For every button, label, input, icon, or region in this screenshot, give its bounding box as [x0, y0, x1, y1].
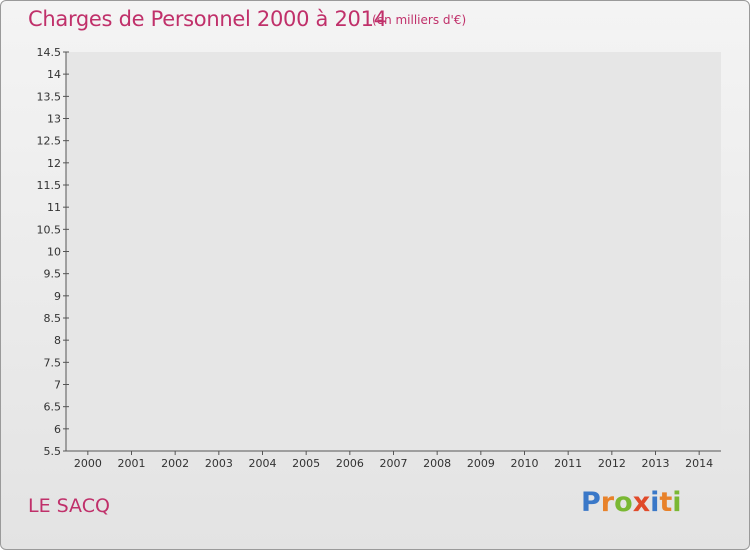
y-tick-label: 8.5	[44, 312, 62, 325]
logo-letter: i	[650, 487, 660, 518]
y-tick-label: 8	[54, 334, 61, 347]
y-tick-label: 6	[54, 423, 61, 436]
x-tick-label: 2005	[292, 457, 320, 470]
logo-letter: t	[659, 487, 673, 518]
y-tick-label: 12	[47, 157, 61, 170]
y-tick-label: 7	[54, 379, 61, 392]
x-tick-label: 2001	[118, 457, 146, 470]
y-tick-label: 13	[47, 113, 61, 126]
logo-letter: o	[614, 487, 633, 518]
logo-letter: x	[632, 487, 651, 518]
y-tick-label: 10.5	[37, 223, 62, 236]
y-tick-label: 11.5	[37, 179, 62, 192]
x-tick-label: 2009	[467, 457, 495, 470]
y-tick-label: 13.5	[37, 90, 62, 103]
y-tick-label: 14.5	[37, 46, 62, 59]
x-tick-label: 2012	[598, 457, 626, 470]
chart-title: Charges de Personnel 2000 à 2014	[28, 7, 387, 31]
x-tick-label: 2002	[161, 457, 189, 470]
logo-letter: P	[581, 487, 601, 518]
y-tick-label: 6.5	[44, 401, 62, 414]
y-tick-label: 11	[47, 201, 61, 214]
y-tick-label: 5.5	[44, 445, 62, 458]
x-tick-label: 2011	[554, 457, 582, 470]
x-tick-label: 2004	[249, 457, 277, 470]
axes-group: 5.5 6 6.5 7 7.5 8 8.5 9 9.5 10 10.5 11 11.5 12 12.5 13 1…	[37, 46, 721, 470]
x-tick-label: 2013	[642, 457, 670, 470]
logo-letter: i	[672, 487, 682, 518]
x-tick-label: 2007	[380, 457, 408, 470]
plot-area	[66, 52, 721, 451]
y-tick-label: 14	[47, 68, 61, 81]
x-tick-label: 2010	[511, 457, 539, 470]
y-tick-label: 12.5	[37, 135, 62, 148]
x-tick-label: 2014	[685, 457, 713, 470]
logo-letter: r	[600, 487, 615, 518]
y-tick-label: 10	[47, 246, 61, 259]
chart-subtitle: (en milliers d'€)	[372, 13, 467, 27]
y-tick-label: 9	[54, 290, 61, 303]
x-tick-label: 2000	[74, 457, 102, 470]
proxiti-logo: Proxiti	[581, 487, 682, 518]
x-tick-label: 2003	[205, 457, 233, 470]
x-tick-label: 2006	[336, 457, 364, 470]
y-tick-label: 9.5	[44, 268, 62, 281]
y-tick-label: 7.5	[44, 356, 62, 369]
x-tick-label: 2008	[423, 457, 451, 470]
commune-name: LE SACQ	[28, 495, 110, 517]
